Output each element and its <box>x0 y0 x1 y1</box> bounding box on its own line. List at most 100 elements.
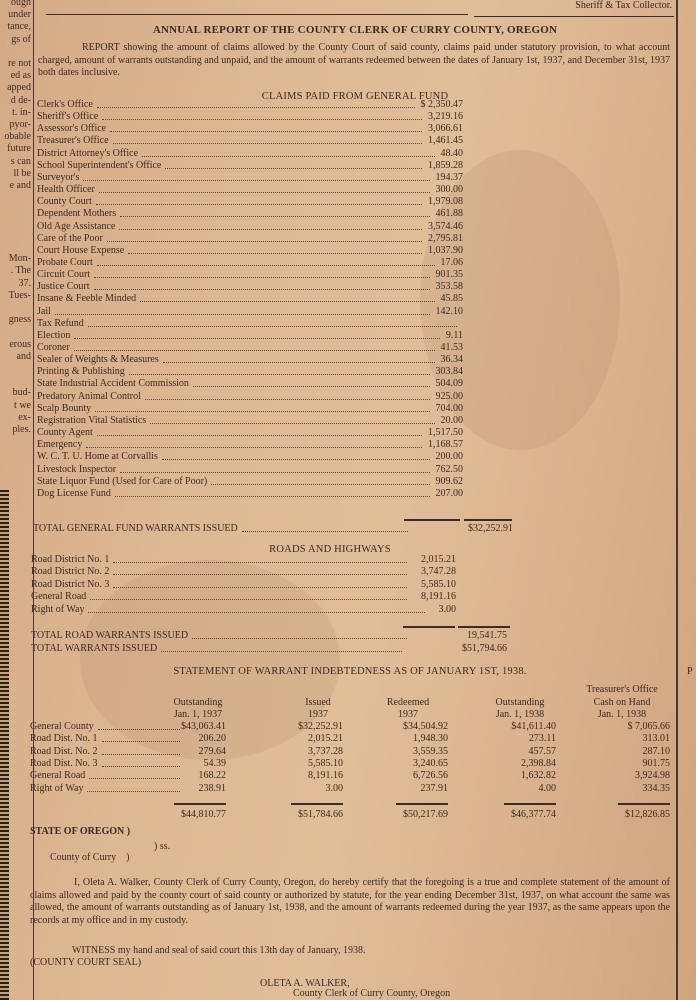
fragment-text: under <box>8 9 31 21</box>
table-cell: 3,559.35 <box>413 745 448 757</box>
table-cell: 287.10 <box>642 745 671 757</box>
total-warrants-row: TOTAL WARRANTS ISSUED $51,794.66 <box>31 643 507 655</box>
item-amount: 909.62 <box>435 475 464 487</box>
list-item: Road District No. 2 3,747.28 <box>31 566 456 578</box>
item-label: Surveyor's <box>37 171 80 183</box>
sum-rule <box>458 626 510 628</box>
certification-text: I, Oleta A. Walker, County Clerk of Curr… <box>30 877 670 927</box>
item-amount: 1,517.50 <box>428 427 463 439</box>
row-label: Right of Way <box>30 782 84 794</box>
leader-dots <box>150 422 435 424</box>
table-cell: $32,252.91 <box>298 721 343 732</box>
item-amount: 1,037.90 <box>428 244 463 256</box>
sum-rule <box>404 519 460 521</box>
list-item: Jail 142.10 <box>37 306 463 318</box>
item-amount: 504.09 <box>435 378 464 390</box>
list-item: Dog License Fund 207.00 <box>37 488 463 500</box>
seal-line: (COUNTY COURT SEAL) <box>30 957 142 968</box>
list-item: Health Officer 300.00 <box>37 184 463 196</box>
leader-dots <box>113 562 407 563</box>
statement-heading: STATEMENT OF WARRANT INDEBTEDNESS AS OF … <box>173 666 527 677</box>
table-cell: 8,191.16 <box>308 770 343 782</box>
item-label: Jail <box>37 305 51 317</box>
leader-dots <box>119 228 422 230</box>
list-item: County Court 1,979.08 <box>37 196 463 208</box>
leader-dots <box>101 765 180 767</box>
item-amount: 353.58 <box>435 281 464 293</box>
column-header: Jan. 1, 1937 <box>173 709 223 720</box>
leader-dots <box>162 362 435 364</box>
list-item: Sheriff's Office 3,219.16 <box>37 111 463 123</box>
item-label: District Attorney's Office <box>37 147 139 159</box>
list-item: Surveyor's 194.37 <box>37 172 463 184</box>
item-amount: 5,585.10 <box>421 578 456 590</box>
leader-dots <box>106 240 422 242</box>
leader-dots <box>89 778 180 780</box>
leader-dots <box>113 574 407 576</box>
fragment-text: Tues- <box>8 289 31 301</box>
column-header: Cash on Hand <box>593 696 651 708</box>
list-item: W. C. T. U. Home at Corvallis 200.00 <box>37 451 463 463</box>
fragment-text: tance, <box>7 21 31 33</box>
item-label: School Superintendent's Office <box>37 159 162 171</box>
table-cell: 273.11 <box>528 733 556 745</box>
list-item: Insane & Feeble Minded 45.85 <box>37 293 463 305</box>
leader-dots <box>86 447 422 449</box>
fragment-text: . The <box>10 265 31 277</box>
item-amount: 3,066.61 <box>428 123 463 135</box>
item-label: Registration Vital Statistics <box>37 414 147 426</box>
item-label: Road District No. 3 <box>31 578 110 590</box>
leader-dots <box>120 216 430 218</box>
table-cell: 3,240.65 <box>413 757 448 769</box>
total-road-label: TOTAL ROAD WARRANTS ISSUED <box>31 630 189 641</box>
table-cell: 5,585.10 <box>308 757 343 769</box>
item-amount: 2,015.21 <box>421 554 456 565</box>
leader-dots <box>128 374 430 376</box>
table-cell: $ 7,065.66 <box>627 721 671 732</box>
list-item: Probate Court 17.06 <box>37 257 463 269</box>
sum-rule <box>403 626 455 628</box>
item-label: Livestock Inspector <box>37 463 117 475</box>
list-item: Circuit Court 901.35 <box>37 269 463 281</box>
table-row-label: Road Dist. No. 1 <box>30 733 180 745</box>
fragment-text: and <box>16 350 31 362</box>
leader-dots <box>144 398 430 400</box>
fragment-text: t we <box>14 399 31 411</box>
table-row-label: Road Dist. No. 2 <box>30 746 180 758</box>
item-amount: 3,219.16 <box>428 111 463 123</box>
table-cell: 6,726.56 <box>413 770 448 782</box>
item-amount: 1,461.45 <box>428 135 463 147</box>
table-cell: 2,398.84 <box>521 757 556 769</box>
fragment-text: ed as <box>10 70 31 82</box>
item-amount: 207.00 <box>435 487 464 499</box>
list-item: Emergency 1,168.57 <box>37 439 463 451</box>
total-amount: $32,252.91 <box>468 523 513 534</box>
leader-dots <box>90 599 407 601</box>
leader-dots <box>102 119 422 121</box>
list-item: Scalp Bounty 704.00 <box>37 403 463 415</box>
list-item: Sealer of Weights & Measures 36.34 <box>37 354 463 366</box>
venue-state: STATE OF OREGON ) <box>30 826 131 837</box>
leader-dots <box>211 483 430 485</box>
fragment-text: s can <box>10 155 31 167</box>
row-label: General County <box>30 721 94 732</box>
list-item: Treasurer's Office 1,461.45 <box>37 135 463 147</box>
item-label: State Industrial Accident Commission <box>37 378 189 390</box>
leader-dots <box>161 651 402 652</box>
item-label: Scalp Bounty <box>37 402 92 414</box>
table-cell: 168.22 <box>198 770 227 782</box>
row-label: Road Dist. No. 2 <box>30 745 98 757</box>
item-amount: 142.10 <box>435 305 464 317</box>
list-item: Right of Way 3.00 <box>31 604 456 616</box>
fragment-text: apped <box>7 82 31 94</box>
leader-dots <box>120 471 430 473</box>
item-label: Care of the Poor <box>37 232 103 244</box>
fragment-text: erous <box>9 338 31 350</box>
list-item: Registration Vital Statistics 20.00 <box>37 415 463 427</box>
table-cell: 1,948.30 <box>413 733 448 745</box>
table-cell: $43,063.41 <box>181 721 226 732</box>
fragment-text: ples. <box>12 424 31 435</box>
leader-dots <box>87 790 180 792</box>
item-amount: 3.00 <box>438 603 457 615</box>
report-intro: REPORT showing the amount of claims allo… <box>38 42 670 80</box>
